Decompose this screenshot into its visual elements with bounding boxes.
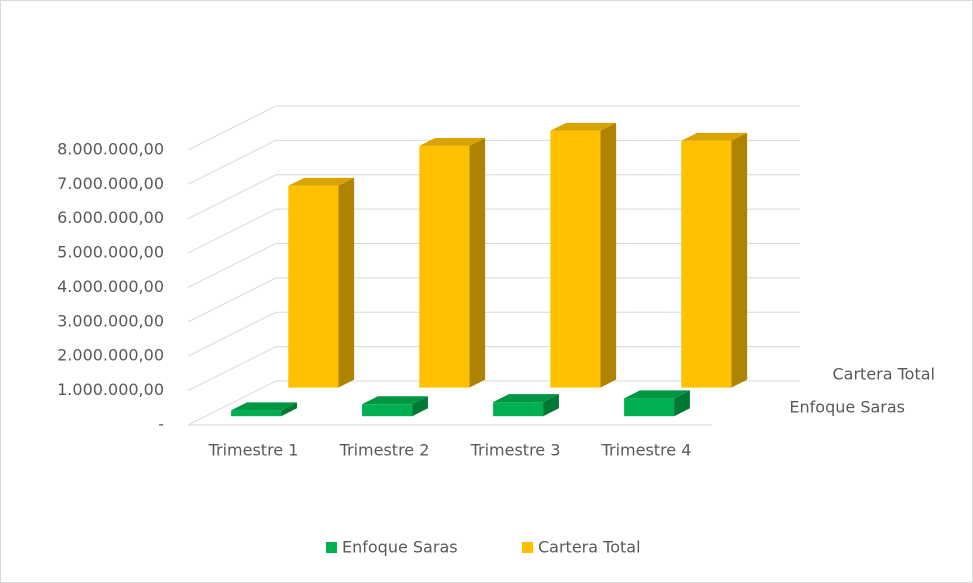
bar-top xyxy=(493,394,559,403)
legend-swatch xyxy=(326,542,337,553)
bar-side xyxy=(731,132,748,388)
bar-side xyxy=(674,390,690,417)
bar-top xyxy=(288,177,355,186)
bar xyxy=(288,177,355,388)
grid-line xyxy=(187,311,277,357)
grid-line xyxy=(187,346,277,392)
bar-top xyxy=(419,138,486,146)
bar-top xyxy=(550,122,617,131)
bar xyxy=(231,402,297,417)
x-tick-label: Trimestre 4 xyxy=(601,441,692,460)
bar-side xyxy=(469,138,486,388)
bar xyxy=(362,396,428,417)
bar-top xyxy=(624,390,690,399)
y-tick-label: 7.000.000,00 xyxy=(57,174,164,193)
x-tick-label: Trimestre 1 xyxy=(208,441,299,460)
y-tick-label: 4.000.000,00 xyxy=(57,277,164,296)
y-tick-label: 6.000.000,00 xyxy=(57,208,164,227)
grid-line xyxy=(187,380,277,426)
bar xyxy=(681,132,748,388)
y-tick-label: 8.000.000,00 xyxy=(57,139,164,158)
grid-line xyxy=(187,208,277,254)
bar-side xyxy=(338,177,355,388)
y-tick-label: - xyxy=(158,415,164,434)
bar xyxy=(419,138,486,388)
grid-line xyxy=(187,105,277,151)
x-tick-label: Trimestre 2 xyxy=(339,441,430,460)
bar-front xyxy=(231,410,282,417)
bar xyxy=(493,394,559,417)
bar-front xyxy=(550,130,601,388)
grid-line xyxy=(187,174,277,220)
bar-side xyxy=(281,402,297,417)
bar-front xyxy=(681,140,732,388)
legend-label: Enfoque Saras xyxy=(342,538,458,557)
bar xyxy=(624,390,690,417)
bar-front xyxy=(362,404,413,417)
bar-front xyxy=(288,185,339,388)
depth-label: Cartera Total xyxy=(832,365,935,384)
y-tick-label: 1.000.000,00 xyxy=(57,380,164,399)
bar-top xyxy=(362,396,428,405)
depth-label: Enfoque Saras xyxy=(789,398,905,417)
bar-side xyxy=(600,122,617,388)
grid-line xyxy=(187,243,277,288)
legend-swatch xyxy=(522,542,533,553)
y-tick-label: 5.000.000,00 xyxy=(57,243,164,262)
bar-front xyxy=(493,402,544,417)
bar-top xyxy=(231,402,297,411)
grid-line xyxy=(187,277,277,323)
bar-side xyxy=(543,394,559,417)
x-tick-label: Trimestre 3 xyxy=(470,441,561,460)
bar-side xyxy=(412,396,428,417)
legend-label: Cartera Total xyxy=(538,538,641,557)
bar-front xyxy=(624,398,675,417)
bar-front xyxy=(419,145,470,388)
bar xyxy=(550,122,617,388)
y-tick-label: 3.000.000,00 xyxy=(57,311,164,330)
bar-top xyxy=(681,132,748,141)
y-tick-label: 2.000.000,00 xyxy=(57,346,164,365)
grid-line xyxy=(187,139,277,185)
